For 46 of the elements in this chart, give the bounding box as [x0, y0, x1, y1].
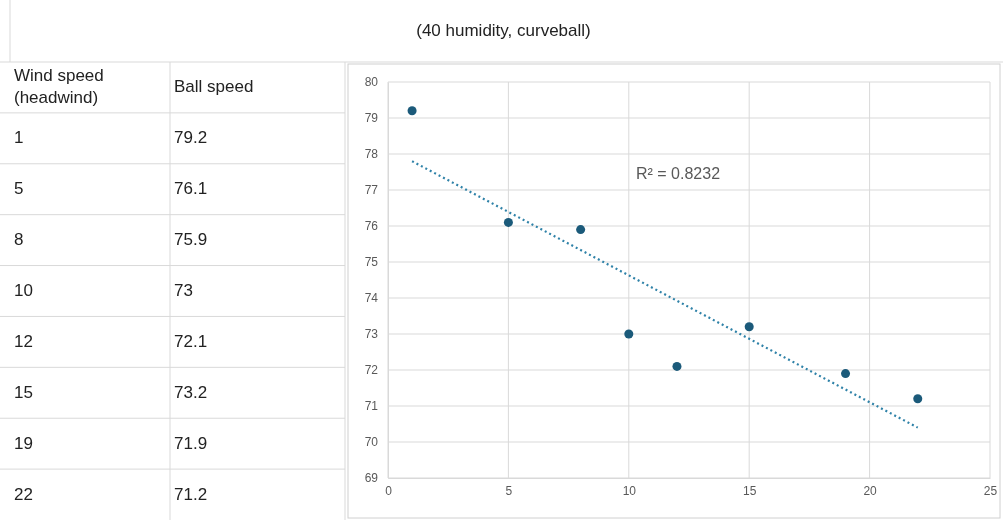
text: Ball speed — [173, 76, 255, 99]
text: 73 — [173, 279, 194, 302]
y-tick-label: 79 — [364, 111, 379, 126]
point — [744, 322, 754, 332]
point — [841, 369, 851, 379]
text: 12 — [13, 330, 34, 353]
text: 10 — [13, 279, 34, 302]
point — [407, 106, 417, 116]
y-tick-label: 73 — [364, 327, 379, 342]
y-tick-label: 78 — [364, 147, 379, 162]
y-tick-label: 80 — [364, 75, 379, 90]
y-tick-label: 75 — [364, 255, 379, 270]
text: 8 — [13, 229, 25, 252]
text: 75.9 — [173, 229, 209, 252]
x-tick-label: 20 — [863, 483, 878, 498]
text: 76.1 — [173, 178, 209, 201]
text: 72.1 — [173, 330, 209, 353]
point — [913, 394, 923, 404]
point — [672, 361, 682, 371]
text: (40 humidity, curveball) — [415, 19, 592, 42]
point — [503, 217, 513, 227]
point — [624, 329, 634, 339]
x-tick-label: 0 — [385, 483, 393, 498]
text: 5 — [13, 178, 25, 201]
text: 15 — [13, 381, 34, 404]
x-tick-label: 15 — [743, 483, 757, 498]
y-tick-label: 74 — [364, 291, 379, 306]
text: 71.9 — [173, 432, 209, 455]
y-tick-label: 69 — [364, 471, 379, 486]
text: 79.2 — [173, 127, 209, 150]
text: 19 — [13, 432, 34, 455]
text: 73.2 — [173, 381, 209, 404]
x-tick-label: 25 — [983, 483, 998, 498]
x-tick-label: 10 — [622, 483, 637, 498]
annotation: R² = 0.8232 — [636, 165, 721, 182]
point — [576, 225, 586, 235]
y-tick-label: 70 — [364, 435, 379, 450]
y-tick-label: 72 — [364, 363, 379, 378]
text: Wind speed (headwind) — [13, 65, 105, 110]
x-tick-label: 5 — [505, 483, 513, 498]
y-tick-label: 71 — [364, 399, 379, 414]
text: 1 — [13, 127, 25, 150]
y-tick-label: 76 — [364, 219, 379, 234]
text: 71.2 — [173, 483, 209, 506]
y-tick-label: 77 — [364, 183, 379, 198]
text: 22 — [13, 483, 34, 506]
